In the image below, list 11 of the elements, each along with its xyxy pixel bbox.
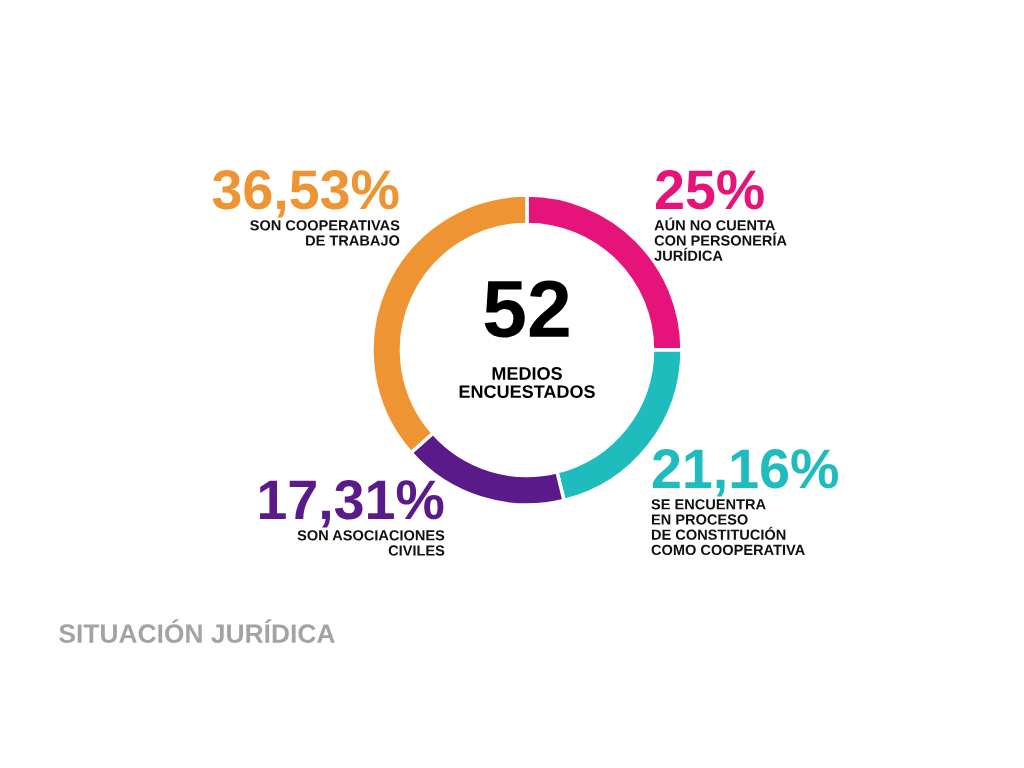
- text: SITUACIÓN JURÍDICA: [59, 619, 335, 643]
- slice-label: SE ENCUENTRA EN PROCESO DE CONSTITUCIÓN COMO COOPERATIVA: [651, 499, 805, 556]
- slice-label: SON COOPERATIVAS DE TRABAJO: [250, 220, 400, 246]
- slice-label: AÚN NO CUENTA CON PERSONERÍA JURÍDICA: [654, 217, 787, 261]
- data-label: 21,16%: [652, 449, 838, 497]
- data-label: 25%: [656, 170, 764, 210]
- text: MEDIOS ENCUESTADOS: [459, 367, 595, 399]
- slice-label: SON ASOCIACIONES CIVILES: [297, 530, 445, 556]
- text: 52: [484, 280, 569, 338]
- data-label: 17,31%: [259, 480, 444, 528]
- data-label: 36,53%: [212, 170, 399, 218]
